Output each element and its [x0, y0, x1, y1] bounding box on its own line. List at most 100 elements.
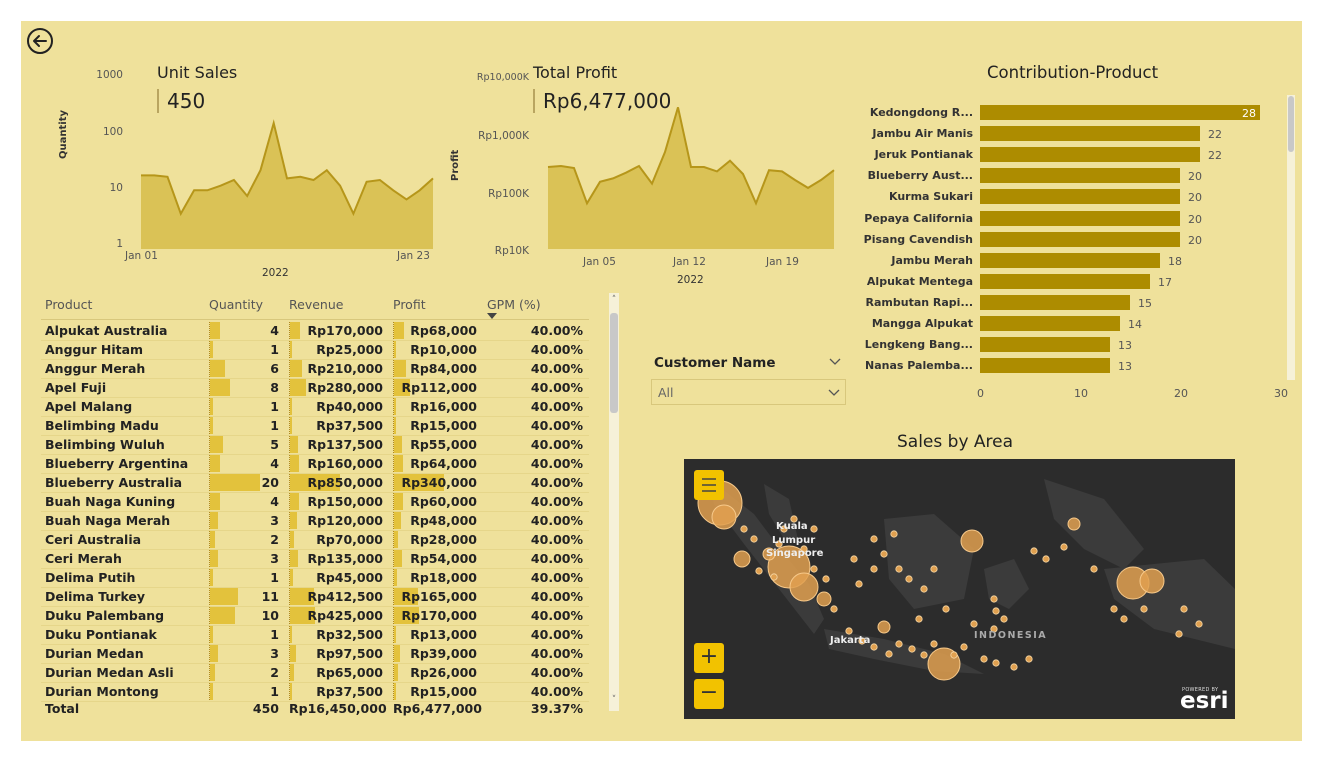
contribution-bar[interactable] — [980, 252, 1160, 268]
axis-line — [209, 569, 210, 586]
header-quantity[interactable]: Quantity — [209, 297, 264, 312]
sort-descending-icon[interactable] — [487, 313, 497, 319]
table-row[interactable]: Alpukat Australia 4 Rp170,000 Rp68,000 40.00… — [41, 321, 589, 341]
cell-profit: Rp54,000 — [410, 551, 477, 566]
contribution-bar[interactable] — [980, 210, 1180, 226]
table-row[interactable]: Apel Malang 1 Rp40,000 Rp16,000 40.00% — [41, 397, 589, 417]
sales-bubble — [790, 515, 798, 523]
profit-databar — [394, 493, 403, 510]
contribution-bar[interactable] — [980, 231, 1180, 247]
axis-line — [209, 683, 210, 700]
table-row[interactable]: Apel Fuji 8 Rp280,000 Rp112,000 40.00% — [41, 378, 589, 398]
cell-revenue: Rp25,000 — [316, 342, 383, 357]
axis-line — [393, 341, 394, 358]
table-row[interactable]: Duku Pontianak 1 Rp32,500 Rp13,000 40.00% — [41, 625, 589, 645]
table-scrollbar[interactable]: ˄ ˅ — [609, 293, 619, 711]
contribution-bar[interactable] — [980, 126, 1200, 142]
sales-bubble — [895, 565, 903, 573]
cell-product: Buah Naga Merah — [45, 513, 171, 528]
cell-revenue: Rp70,000 — [316, 532, 383, 547]
table-row[interactable]: Delima Putih 1 Rp45,000 Rp18,000 40.00% — [41, 568, 589, 588]
quantity-databar — [210, 398, 213, 415]
cell-gpm: 40.00% — [530, 323, 583, 338]
slicer-dropdown[interactable]: All — [651, 379, 846, 405]
table-row[interactable]: Buah Naga Kuning 4 Rp150,000 Rp60,000 40.00% — [41, 492, 589, 512]
axis-line — [289, 531, 290, 548]
table-row[interactable]: Buah Naga Merah 3 Rp120,000 Rp48,000 40.00% — [41, 511, 589, 531]
scroll-down-icon[interactable]: ˅ — [611, 695, 617, 705]
quantity-databar — [210, 417, 213, 434]
cell-profit: Rp170,000 — [401, 608, 477, 623]
table-row[interactable]: Belimbing Wuluh 5 Rp137,500 Rp55,000 40.00% — [41, 435, 589, 455]
table-row[interactable]: Blueberry Argentina 4 Rp160,000 Rp64,000 40.… — [41, 454, 589, 474]
scrollbar-thumb[interactable] — [610, 313, 618, 413]
contribution-bar[interactable] — [980, 105, 1260, 120]
product-label: Pepaya California — [864, 211, 973, 225]
back-button[interactable] — [26, 27, 54, 55]
scrollbar-thumb[interactable] — [1288, 96, 1294, 152]
map-place-label: INDONESIA — [974, 630, 1047, 641]
cell-product: Anggur Hitam — [45, 342, 144, 357]
contribution-bar[interactable] — [980, 189, 1180, 205]
sales-bubble — [1175, 630, 1183, 638]
chevron-down-icon[interactable] — [829, 358, 841, 366]
contribution-bar[interactable] — [980, 294, 1130, 310]
axis-line — [209, 531, 210, 548]
axis-line — [393, 360, 394, 377]
sales-map[interactable]: Kuala Lumpur Singapore Jakarta INDONESIA + −… — [684, 459, 1235, 719]
y-tick: 1 — [116, 238, 123, 250]
table-row[interactable]: Delima Turkey 11 Rp412,500 Rp165,000 40.00% — [41, 587, 589, 607]
contribution-bar[interactable] — [980, 168, 1180, 184]
table-row[interactable]: Duku Palembang 10 Rp425,000 Rp170,000 40.00% — [41, 606, 589, 626]
cell-product: Ceri Australia — [45, 532, 142, 547]
cell-profit: Rp13,000 — [410, 627, 477, 642]
area-line — [547, 107, 835, 206]
contribution-bar[interactable] — [980, 337, 1110, 353]
cell-gpm: 40.00% — [530, 494, 583, 509]
cell-gpm: 40.00% — [530, 665, 583, 680]
scroll-up-icon[interactable]: ˄ — [611, 295, 617, 305]
contribution-scrollbar[interactable] — [1287, 95, 1295, 380]
contribution-bar[interactable] — [980, 358, 1110, 374]
sales-bubble — [1000, 615, 1008, 623]
map-place-label: Lumpur — [772, 535, 815, 546]
header-product[interactable]: Product — [45, 297, 93, 312]
sales-bubble — [1025, 655, 1033, 663]
profit-databar — [394, 550, 402, 567]
map-canvas[interactable]: Kuala Lumpur Singapore Jakarta INDONESIA — [684, 459, 1235, 719]
table-row[interactable]: Durian Medan Asli 2 Rp65,000 Rp26,000 40.00% — [41, 663, 589, 683]
bar-value-label: 14 — [1128, 318, 1142, 331]
zoom-out-button[interactable]: − — [694, 679, 724, 709]
sales-bubble — [1042, 555, 1050, 563]
axis-line — [209, 512, 210, 529]
cell-revenue: Rp412,500 — [307, 589, 383, 604]
map-menu-button[interactable] — [694, 470, 724, 500]
axis-line — [289, 341, 290, 358]
table-row[interactable]: Ceri Australia 2 Rp70,000 Rp28,000 40.00% — [41, 530, 589, 550]
cell-profit: Rp165,000 — [401, 589, 477, 604]
zoom-in-button[interactable]: + — [694, 643, 724, 673]
contribution-bar[interactable] — [980, 316, 1120, 331]
quantity-databar — [210, 569, 213, 586]
contribution-bar[interactable] — [980, 147, 1200, 163]
header-profit[interactable]: Profit — [393, 297, 426, 312]
table-row[interactable]: Blueberry Australia 20 Rp850,000 Rp340,000 4… — [41, 473, 589, 493]
contribution-bar[interactable] — [980, 273, 1150, 289]
x-tick: Jan 12 — [673, 256, 706, 268]
product-label: Pisang Cavendish — [863, 232, 973, 246]
table-row[interactable]: Belimbing Madu 1 Rp37,500 Rp15,000 40.00% — [41, 416, 589, 436]
sales-bubble — [780, 525, 788, 533]
cell-revenue: Rp45,000 — [316, 570, 383, 585]
bar-value-label: 17 — [1158, 275, 1172, 289]
cell-quantity: 5 — [270, 437, 279, 452]
cell-profit: Rp68,000 — [410, 323, 477, 338]
cell-product: Apel Fuji — [45, 380, 107, 395]
table-row[interactable]: Anggur Merah 6 Rp210,000 Rp84,000 40.00% — [41, 359, 589, 379]
table-row[interactable]: Durian Medan 3 Rp97,500 Rp39,000 40.00% — [41, 644, 589, 664]
cell-quantity: 20 — [261, 475, 279, 490]
header-revenue[interactable]: Revenue — [289, 297, 344, 312]
table-row[interactable]: Ceri Merah 3 Rp135,000 Rp54,000 40.00% — [41, 549, 589, 569]
table-row[interactable]: Anggur Hitam 1 Rp25,000 Rp10,000 40.00% — [41, 340, 589, 360]
header-gpm[interactable]: GPM (%) — [487, 297, 541, 312]
table-row[interactable]: Durian Montong 1 Rp37,500 Rp15,000 40.00% — [41, 682, 589, 702]
